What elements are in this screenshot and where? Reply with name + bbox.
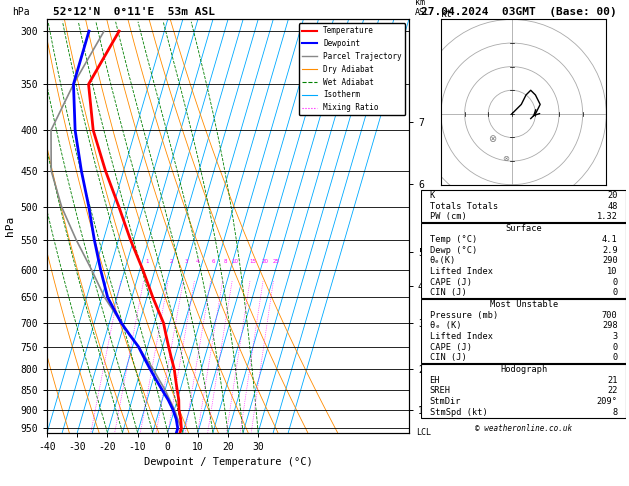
Text: km
ASL: km ASL [415, 0, 430, 17]
Text: Hodograph: Hodograph [500, 365, 547, 374]
Text: Lifted Index: Lifted Index [430, 267, 493, 276]
Text: CIN (J): CIN (J) [430, 288, 466, 297]
Text: © weatheronline.co.uk: © weatheronline.co.uk [475, 424, 572, 433]
Text: 21: 21 [607, 376, 618, 385]
Text: 0: 0 [613, 343, 618, 352]
Text: 1: 1 [145, 259, 148, 264]
Text: ⊗: ⊗ [503, 154, 509, 163]
Text: Temp (°C): Temp (°C) [430, 235, 477, 244]
Text: 20: 20 [262, 259, 269, 264]
Text: θₑ(K): θₑ(K) [430, 256, 456, 265]
Text: Lifted Index: Lifted Index [430, 332, 493, 341]
Text: CAPE (J): CAPE (J) [430, 343, 472, 352]
Text: 290: 290 [602, 256, 618, 265]
Text: 209°: 209° [597, 397, 618, 406]
Text: 700: 700 [602, 311, 618, 320]
X-axis label: Dewpoint / Temperature (°C): Dewpoint / Temperature (°C) [143, 457, 313, 467]
Text: 8: 8 [613, 408, 618, 417]
Text: 10: 10 [607, 267, 618, 276]
Y-axis label: hPa: hPa [5, 216, 15, 236]
Text: StmDir: StmDir [430, 397, 461, 406]
Bar [421, 191, 626, 222]
Bar [421, 364, 626, 417]
Text: StmSpd (kt): StmSpd (kt) [430, 408, 487, 417]
Text: SREH: SREH [430, 386, 450, 396]
Bar [421, 224, 626, 298]
Text: 2: 2 [169, 259, 173, 264]
Text: EH: EH [430, 376, 440, 385]
Text: kt: kt [441, 9, 453, 19]
Text: 1.32: 1.32 [597, 212, 618, 222]
Text: 0: 0 [613, 353, 618, 363]
Bar [421, 299, 626, 363]
Text: 3: 3 [184, 259, 188, 264]
Text: 22: 22 [607, 386, 618, 396]
Text: 25: 25 [272, 259, 279, 264]
Text: θₑ (K): θₑ (K) [430, 321, 461, 330]
Text: 3: 3 [613, 332, 618, 341]
Text: ⊗: ⊗ [488, 134, 496, 144]
Text: 0: 0 [613, 278, 618, 287]
Text: 2.9: 2.9 [602, 245, 618, 255]
Text: 298: 298 [602, 321, 618, 330]
Text: 6: 6 [212, 259, 215, 264]
Text: Surface: Surface [505, 224, 542, 233]
Text: 4.1: 4.1 [602, 235, 618, 244]
Text: Most Unstable: Most Unstable [489, 300, 558, 309]
Text: 15: 15 [249, 259, 256, 264]
Text: K: K [430, 191, 435, 200]
Text: CIN (J): CIN (J) [430, 353, 466, 363]
Text: 4: 4 [196, 259, 199, 264]
Text: LCL: LCL [416, 428, 431, 437]
Text: 0: 0 [613, 288, 618, 297]
Text: CAPE (J): CAPE (J) [430, 278, 472, 287]
Text: 8: 8 [224, 259, 227, 264]
Text: 10: 10 [231, 259, 238, 264]
Legend: Temperature, Dewpoint, Parcel Trajectory, Dry Adiabat, Wet Adiabat, Isotherm, Mi: Temperature, Dewpoint, Parcel Trajectory… [299, 23, 405, 115]
Text: 20: 20 [607, 191, 618, 200]
Text: 48: 48 [607, 202, 618, 211]
Text: PW (cm): PW (cm) [430, 212, 466, 222]
Text: Pressure (mb): Pressure (mb) [430, 311, 498, 320]
Text: 27.04.2024  03GMT  (Base: 00): 27.04.2024 03GMT (Base: 00) [421, 7, 617, 17]
Text: Dewp (°C): Dewp (°C) [430, 245, 477, 255]
Text: 52°12'N  0°11'E  53m ASL: 52°12'N 0°11'E 53m ASL [53, 7, 216, 17]
Text: hPa: hPa [13, 7, 30, 17]
Text: Totals Totals: Totals Totals [430, 202, 498, 211]
